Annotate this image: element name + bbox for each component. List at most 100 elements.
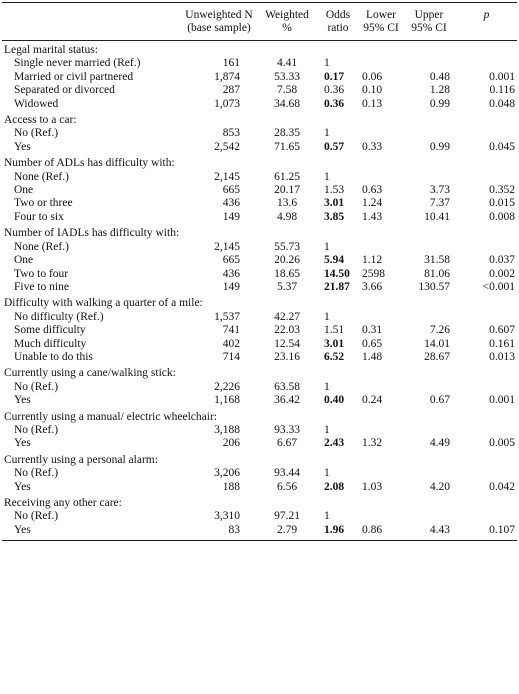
cell: 0.005 — [489, 437, 515, 450]
cell: 402 — [222, 337, 240, 350]
section-row: Number of IADLs has difficulty with: — [2, 224, 517, 240]
cell: 1 — [324, 310, 330, 323]
cell: 2.43 — [324, 437, 345, 450]
cell: 2.08 — [324, 480, 345, 493]
cell: 0.042 — [489, 480, 515, 493]
cell: 28.35 — [274, 127, 300, 140]
cell: 93.33 — [274, 423, 300, 436]
cell: 2,542 — [214, 140, 240, 153]
cell: 2,145 — [214, 170, 240, 183]
cell: 0.116 — [489, 84, 515, 97]
cell: 1.53 — [324, 184, 345, 197]
row-label: Married or civil partnered — [14, 70, 134, 83]
data-row: Yes 2,542 71.65 0.57 0.33 0.99 0.045 — [2, 141, 517, 154]
header-cell: Lower 95% CI — [360, 2, 402, 41]
section-title: Currently using a cane/walking stick: — [4, 367, 176, 380]
data-row: No difficulty (Ref.) 1,537 42.27 1 — [2, 311, 517, 324]
cell: 0.65 — [362, 337, 383, 350]
data-row: Two to four 436 18.65 14.50 2598 81.06 0.002 — [2, 268, 517, 281]
cell: 0.10 — [362, 84, 383, 97]
section-title: Legal marital status: — [4, 44, 98, 56]
row-label: Yes — [2, 523, 180, 542]
cell: 188 — [222, 480, 240, 493]
cell: 665 — [222, 254, 240, 267]
data-row: None (Ref.) 2,145 55.73 1 — [2, 241, 517, 254]
cell: 0.40 — [324, 394, 345, 407]
cell: 3,310 — [214, 510, 240, 523]
cell: 0.607 — [489, 324, 515, 337]
row-label: No (Ref.) — [14, 423, 59, 436]
cell: 0.99 — [429, 97, 450, 110]
data-row: Two or three 436 13.6 3.01 1.24 7.37 0.015 — [2, 197, 517, 210]
cell: 71.65 — [274, 140, 300, 153]
data-row: Widowed 1,073 34.68 0.36 0.13 0.99 0.048 — [2, 98, 517, 111]
cell — [402, 311, 456, 324]
cell: 0.17 — [324, 70, 345, 83]
data-row: One 665 20.17 1.53 0.63 3.73 0.352 — [2, 184, 517, 197]
row-label: No (Ref.) — [14, 127, 59, 140]
row-label: Single never married (Ref.) — [14, 57, 141, 70]
cell — [402, 510, 456, 523]
data-row: Yes 206 6.67 2.43 1.32 4.49 0.005 — [2, 437, 517, 450]
cell: 1 — [324, 240, 330, 253]
cell: 14.01 — [424, 337, 450, 350]
header-cell — [2, 2, 180, 41]
results-table: Unweighted N (base sample) Weighted % Od… — [2, 2, 517, 542]
header-cell: Upper 95% CI — [402, 2, 456, 41]
cell: 1,537 — [214, 310, 240, 323]
row-label: One — [14, 254, 34, 267]
cell: 3.01 — [324, 337, 345, 350]
cell — [456, 127, 517, 140]
cell — [360, 311, 402, 324]
cell — [402, 467, 456, 480]
cell: 1 — [324, 57, 330, 70]
cell: 0.352 — [489, 184, 515, 197]
cell: 1.51 — [324, 324, 345, 337]
section-title: Number of ADLs has difficulty with: — [4, 157, 175, 170]
row-label: One — [14, 184, 34, 197]
row-label: Two to four — [14, 267, 69, 280]
cell: 2598 — [362, 267, 385, 280]
data-row: Four to six 149 4.98 3.85 1.43 10.41 0.008 — [2, 211, 517, 224]
cell: 22.03 — [274, 324, 300, 337]
table-header: Unweighted N (base sample) Weighted % Od… — [2, 2, 517, 41]
cell: 2.79 — [258, 523, 316, 542]
cell — [360, 510, 402, 523]
cell: 0.107 — [456, 523, 517, 542]
cell: 1.32 — [362, 437, 383, 450]
cell: 7.37 — [429, 197, 450, 210]
cell — [402, 57, 456, 70]
section-row: Currently using a personal alarm: — [2, 451, 517, 467]
cell: 12.54 — [274, 337, 300, 350]
cell: 4.98 — [276, 210, 298, 223]
cell: 83 — [180, 523, 258, 542]
cell: 0.36 — [324, 84, 345, 97]
cell — [456, 57, 517, 70]
data-row: No (Ref.) 3,206 93.44 1 — [2, 467, 517, 480]
cell: 1.03 — [362, 480, 383, 493]
cell: 1.43 — [362, 210, 383, 223]
cell: 4.49 — [429, 437, 450, 450]
cell: 31.58 — [424, 254, 450, 267]
section-title: Difficulty with walking a quarter of a m… — [4, 297, 203, 310]
header-cell: Unweighted N (base sample) — [180, 2, 258, 41]
cell: 287 — [222, 84, 240, 97]
cell: 0.001 — [489, 70, 515, 83]
cell — [360, 467, 402, 480]
section-title: Currently using a manual/ electric wheel… — [4, 410, 217, 423]
cell: 741 — [222, 324, 240, 337]
cell — [402, 241, 456, 254]
cell: 3.01 — [324, 197, 345, 210]
data-row: No (Ref.) 3,188 93.33 1 — [2, 424, 517, 437]
row-label: No (Ref.) — [14, 380, 59, 393]
row-label: Separated or divorced — [14, 84, 115, 97]
cell: 18.65 — [274, 267, 300, 280]
cell: 0.015 — [489, 197, 515, 210]
cell — [456, 510, 517, 523]
cell: 6.67 — [276, 437, 298, 450]
row-label: Widowed — [14, 97, 59, 110]
cell: 0.037 — [489, 254, 515, 267]
cell: 55.73 — [274, 240, 300, 253]
cell: 6.52 — [324, 350, 345, 363]
